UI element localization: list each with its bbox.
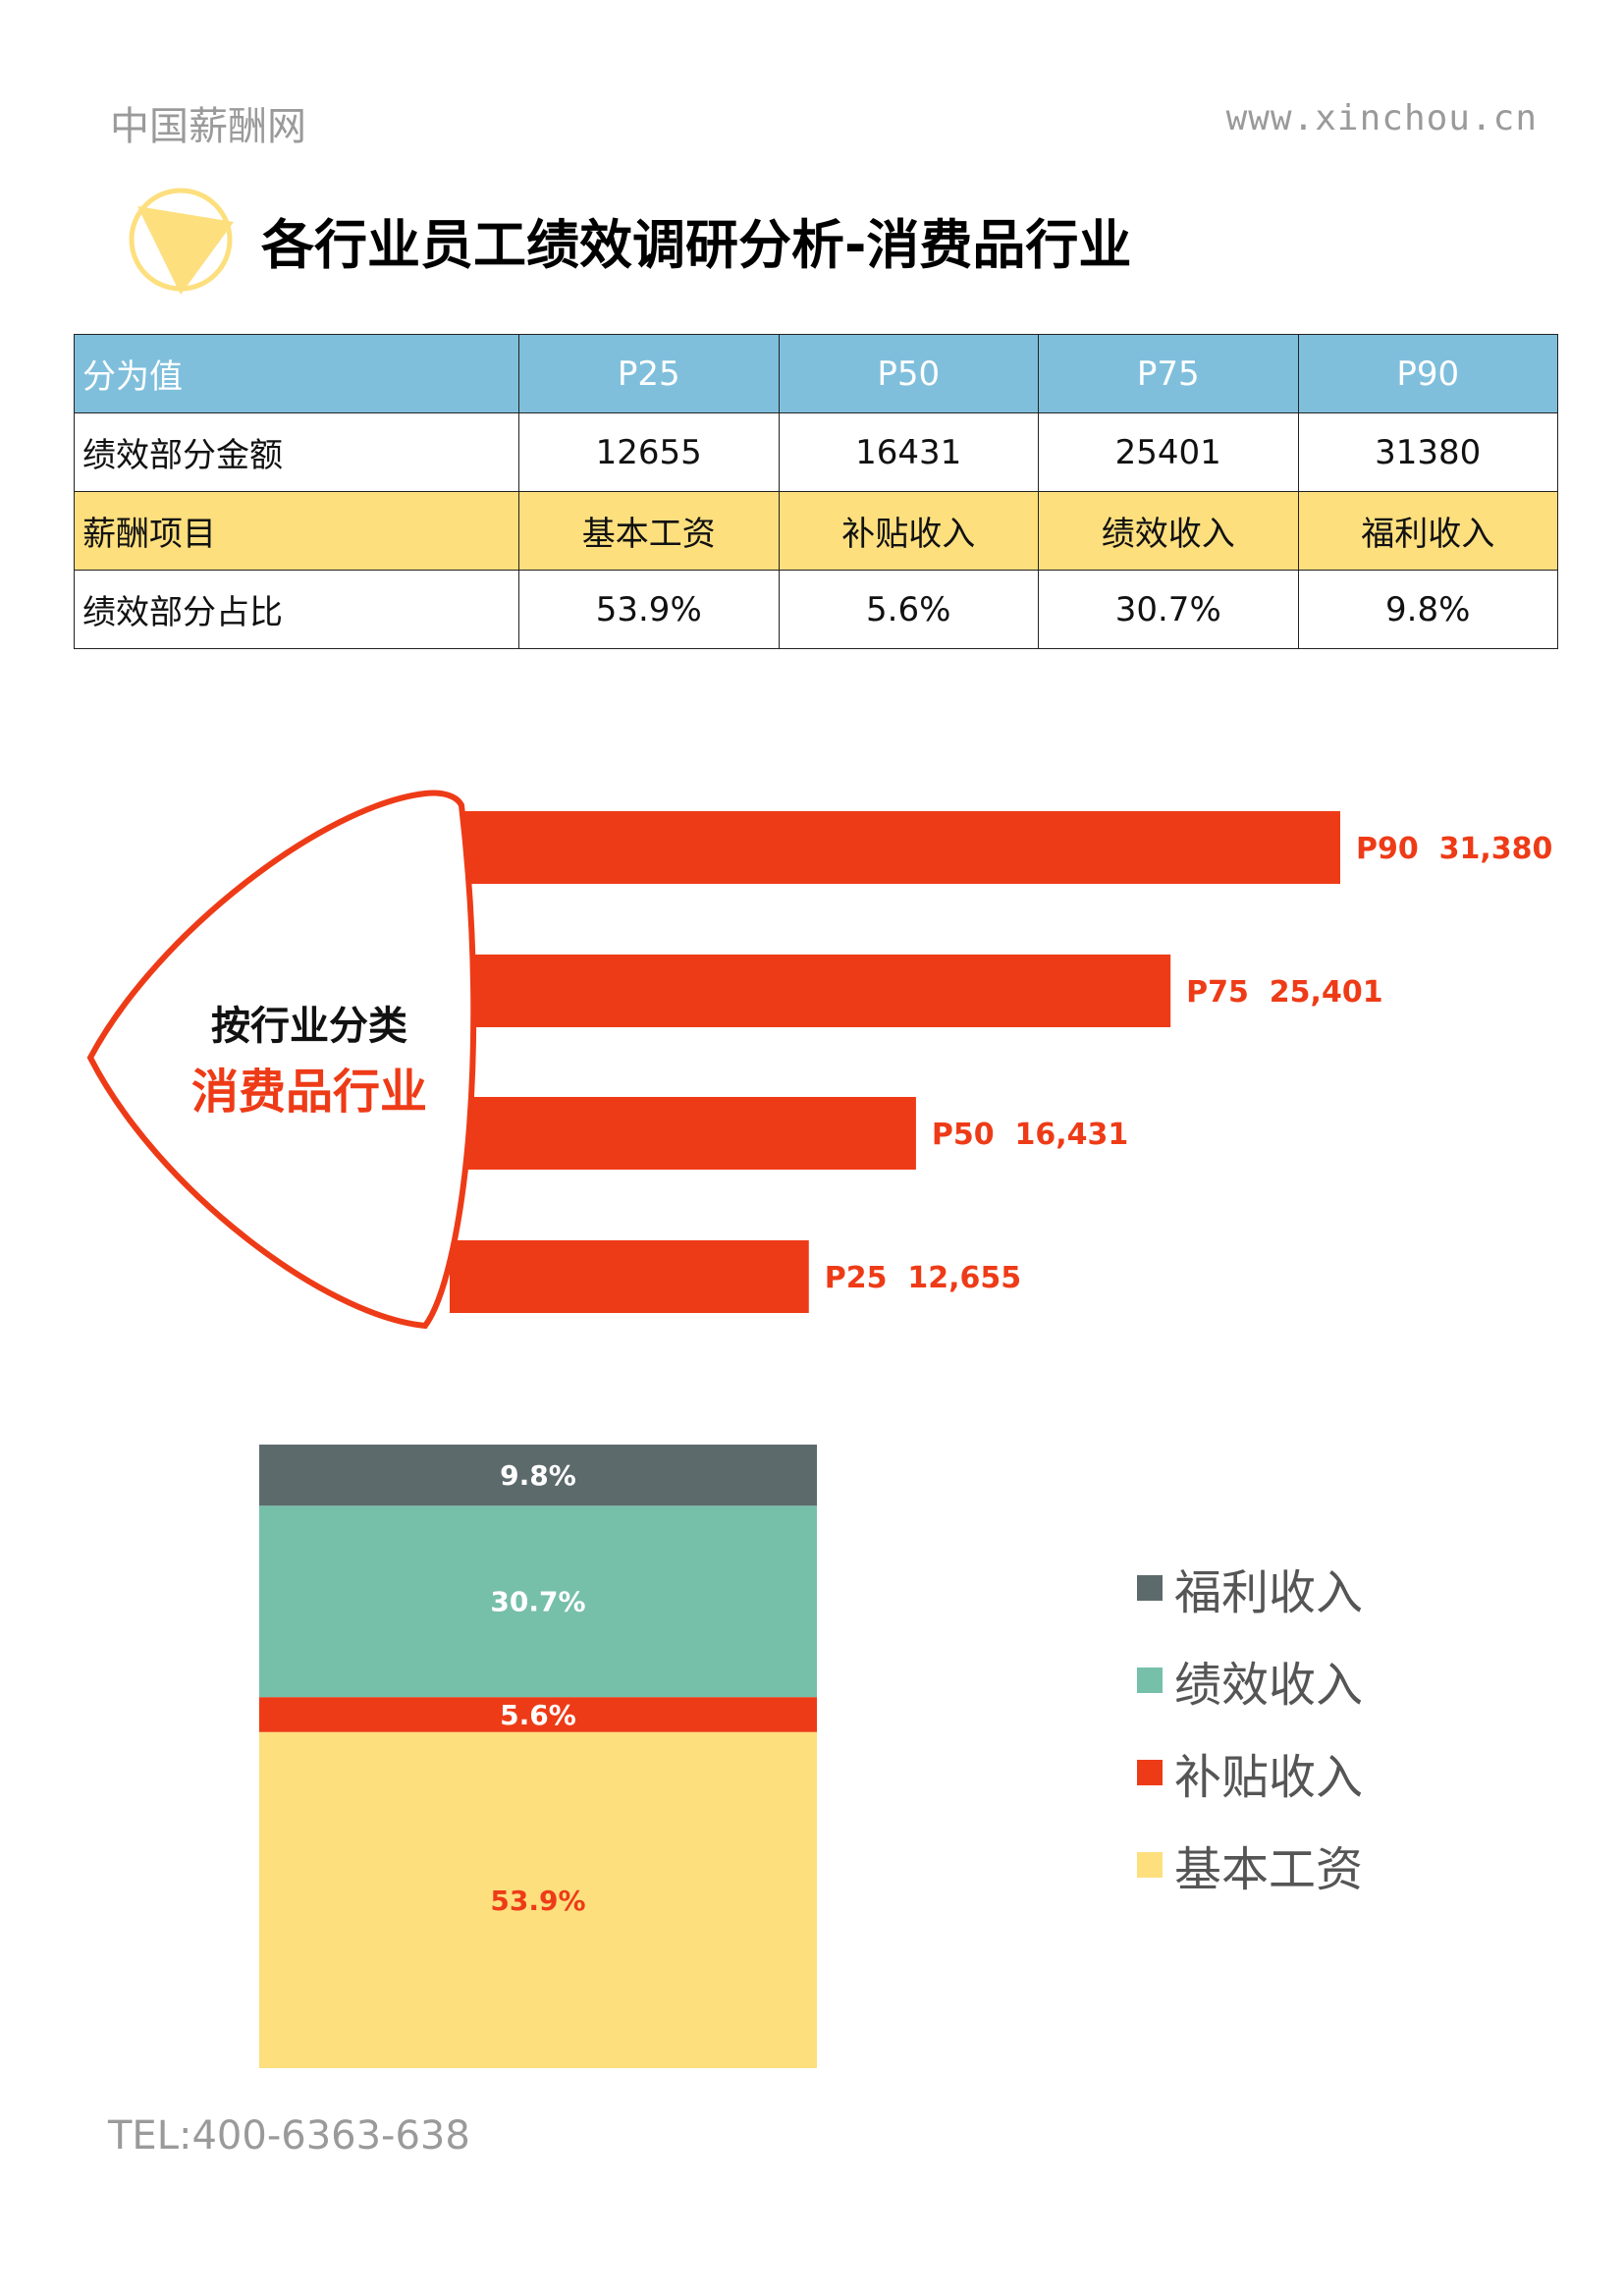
bar-p90 (450, 811, 1340, 884)
table-cell: 基本工资 (518, 491, 780, 571)
segment-label: 30.7% (490, 1586, 585, 1618)
table-cell: P75 (1038, 334, 1299, 413)
table-cell: P90 (1297, 334, 1558, 413)
logo-icon (129, 188, 234, 295)
segment-label: 9.8% (500, 1459, 576, 1492)
legend-swatch (1137, 1852, 1163, 1878)
bar-label: P25 12,655 (825, 1261, 1021, 1295)
row-label: 薪酬项目 (74, 491, 519, 571)
segment-0 (259, 1731, 817, 2068)
table-cell: 12655 (518, 412, 780, 492)
bar-label: P50 16,431 (932, 1118, 1128, 1152)
legend-swatch (1137, 1667, 1163, 1693)
table-row: 绩效部分占比 53.9% 5.6% 30.7% 9.8% (74, 570, 1558, 649)
table-cell: 30.7% (1038, 570, 1299, 649)
segment-2 (259, 1505, 817, 1698)
table-row: 分为值 P25 P50 P75 P90 (74, 334, 1558, 413)
bar-p75 (450, 955, 1171, 1027)
table-cell: 5.6% (778, 570, 1039, 649)
table-cell: 补贴收入 (778, 491, 1039, 571)
bar-label: P90 31,380 (1356, 832, 1552, 866)
summary-table: 分为值 P25 P50 P75 P90 绩效部分金额 12655 16431 25401 3138… (74, 334, 1558, 649)
site-url[interactable]: www.xinchou.cn (1225, 98, 1538, 138)
horizontal-bar-chart: P90 31,380 P75 25,401 P50 16,431 P25 12,655… (0, 766, 1624, 1355)
page-title: 各行业员工绩效调研分析-消费品行业 (261, 214, 1132, 276)
bar-p50 (450, 1097, 916, 1170)
brand-name: 中国薪酬网 (110, 104, 306, 149)
shield-outline (86, 790, 477, 1330)
table-cell: 福利收入 (1297, 491, 1558, 571)
table-cell: 绩效收入 (1038, 491, 1299, 571)
legend-swatch (1137, 1760, 1163, 1785)
segment-3 (259, 1445, 817, 1506)
table-cell: P50 (778, 334, 1039, 413)
footer-tel: TEL:400-6363-638 (108, 2113, 470, 2159)
table-cell: 16431 (778, 412, 1039, 492)
table-cell: 31380 (1297, 412, 1558, 492)
legend-item: 绩效收入 (1137, 1646, 1363, 1715)
shield-line2: 消费品行业 (190, 1065, 427, 1120)
segment-label: 53.9% (490, 1885, 585, 1917)
legend-label: 基本工资 (1174, 1842, 1364, 1897)
table-row: 薪酬项目 基本工资 补贴收入 绩效收入 福利收入 (74, 491, 1558, 571)
bar-p25 (450, 1240, 809, 1313)
table-row: 绩效部分金额 12655 16431 25401 31380 (74, 412, 1558, 492)
table-cell: 53.9% (518, 570, 780, 649)
legend-swatch (1137, 1575, 1163, 1601)
table-cell: 9.8% (1297, 570, 1558, 649)
segment-label: 5.6% (500, 1699, 576, 1731)
row-label: 绩效部分占比 (74, 570, 519, 649)
table-cell: P25 (518, 334, 780, 413)
legend-item: 福利收入 (1137, 1554, 1363, 1622)
segment-1 (259, 1697, 817, 1732)
bar-label: P75 25,401 (1186, 975, 1382, 1010)
table-cell: 25401 (1038, 412, 1299, 492)
shield-line1: 按行业分类 (211, 1004, 407, 1049)
legend-label: 绩效收入 (1174, 1658, 1364, 1713)
legend-label: 福利收入 (1174, 1565, 1364, 1620)
row-label: 分为值 (74, 334, 519, 413)
stacked-bar-chart: 53.9% 5.6% 30.7% 9.8% (259, 1445, 817, 2068)
legend-item: 基本工资 (1137, 1831, 1363, 1899)
legend-label: 补贴收入 (1174, 1750, 1364, 1805)
row-label: 绩效部分金额 (74, 412, 519, 492)
legend-item: 补贴收入 (1137, 1738, 1363, 1807)
